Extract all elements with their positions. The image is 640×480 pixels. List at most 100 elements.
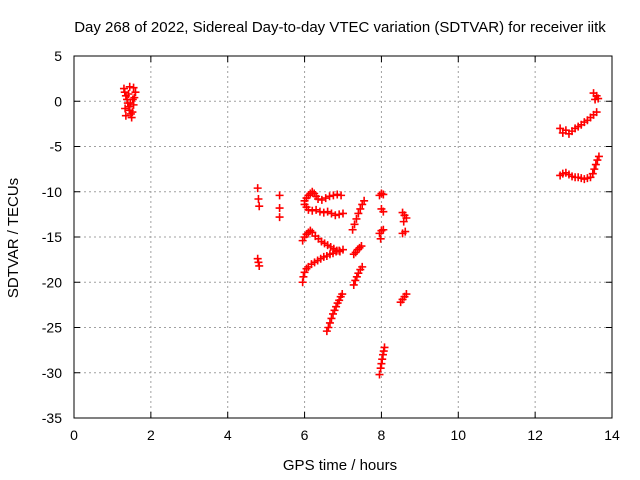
data-point	[356, 204, 365, 213]
data-points	[119, 82, 603, 379]
data-point	[379, 225, 388, 234]
y-tick-label: -25	[42, 320, 62, 336]
data-point	[324, 323, 333, 332]
y-tick-label: 0	[54, 93, 62, 109]
data-point	[130, 93, 139, 102]
data-point	[349, 280, 358, 289]
data-point	[399, 217, 408, 226]
y-axis-ticks: 5 0 -5 -10 -15 -20 -25 -30 -35	[42, 48, 612, 426]
data-point	[332, 302, 341, 311]
x-axis-title: GPS time / hours	[283, 457, 397, 474]
data-point	[354, 269, 363, 278]
data-point	[298, 236, 307, 245]
data-point	[253, 184, 262, 193]
data-point	[339, 245, 347, 254]
data-point	[308, 206, 317, 215]
y-tick-label: -10	[42, 184, 62, 200]
chart-title: Day 268 of 2022, Sidereal Day-to-day VTE…	[74, 19, 606, 36]
data-point	[592, 108, 601, 117]
data-point	[402, 290, 411, 299]
data-point	[352, 214, 361, 223]
data-point	[335, 246, 344, 255]
data-point	[338, 290, 347, 299]
y-tick-label: -35	[42, 410, 62, 426]
data-point	[589, 89, 598, 98]
data-point	[131, 88, 140, 97]
data-point	[317, 195, 326, 204]
y-axis-title: SDTVAR / TECUs	[5, 178, 22, 298]
x-tick-label: 0	[70, 427, 78, 443]
data-point	[358, 200, 367, 209]
data-point	[593, 156, 602, 165]
data-point	[352, 272, 361, 281]
data-point	[594, 152, 603, 161]
data-point	[360, 196, 369, 205]
x-tick-label: 12	[527, 427, 543, 443]
data-point	[302, 264, 311, 273]
data-point	[335, 210, 344, 219]
data-point	[319, 208, 328, 217]
data-point	[594, 94, 603, 103]
x-tick-label: 4	[224, 427, 232, 443]
data-point	[358, 262, 367, 271]
x-axis-ticks: 0 2 4 6 8 10 12 14	[70, 56, 620, 443]
data-point	[351, 276, 360, 285]
y-tick-label: 5	[54, 48, 62, 64]
data-point	[275, 191, 284, 200]
data-point	[590, 165, 599, 174]
y-tick-label: -20	[42, 274, 62, 290]
data-point	[308, 187, 317, 196]
data-point	[321, 194, 330, 203]
data-point	[255, 202, 264, 211]
data-point	[329, 309, 338, 318]
data-point	[325, 318, 334, 327]
data-point	[121, 104, 130, 113]
data-point	[275, 204, 284, 213]
data-point	[323, 207, 332, 216]
y-tick-label: -15	[42, 229, 62, 245]
data-point	[304, 205, 313, 214]
data-point	[124, 90, 133, 99]
data-point	[327, 314, 336, 323]
y-tick-label: -30	[42, 365, 62, 381]
y-tick-label: -5	[50, 139, 63, 155]
data-point	[357, 242, 366, 251]
data-point	[129, 83, 138, 92]
data-point	[380, 343, 389, 352]
x-tick-label: 2	[147, 427, 155, 443]
x-tick-label: 14	[604, 427, 620, 443]
data-point	[333, 190, 342, 199]
data-point	[354, 209, 363, 218]
data-point	[315, 207, 324, 216]
data-point	[329, 191, 338, 200]
data-point	[588, 169, 597, 178]
data-point	[300, 268, 309, 277]
x-tick-label: 8	[378, 427, 386, 443]
data-point	[401, 227, 410, 236]
data-point	[376, 234, 385, 243]
data-point	[348, 225, 357, 234]
data-point	[299, 272, 308, 281]
data-point	[255, 261, 264, 270]
data-point	[327, 209, 336, 218]
data-point	[330, 306, 339, 315]
x-tick-label: 10	[450, 427, 466, 443]
data-point	[322, 327, 331, 336]
data-point	[275, 213, 284, 222]
data-point	[337, 191, 346, 200]
data-point	[335, 296, 344, 305]
data-point	[128, 95, 137, 104]
data-point	[350, 220, 359, 229]
data-point	[314, 194, 323, 203]
data-point	[355, 243, 364, 252]
data-point	[128, 108, 137, 117]
x-tick-label: 6	[301, 427, 309, 443]
data-point	[339, 209, 347, 218]
data-point	[591, 160, 600, 169]
data-point	[125, 82, 134, 91]
data-point	[306, 226, 315, 235]
data-point	[379, 190, 388, 199]
grid-lines	[74, 56, 612, 418]
data-point	[331, 211, 340, 220]
